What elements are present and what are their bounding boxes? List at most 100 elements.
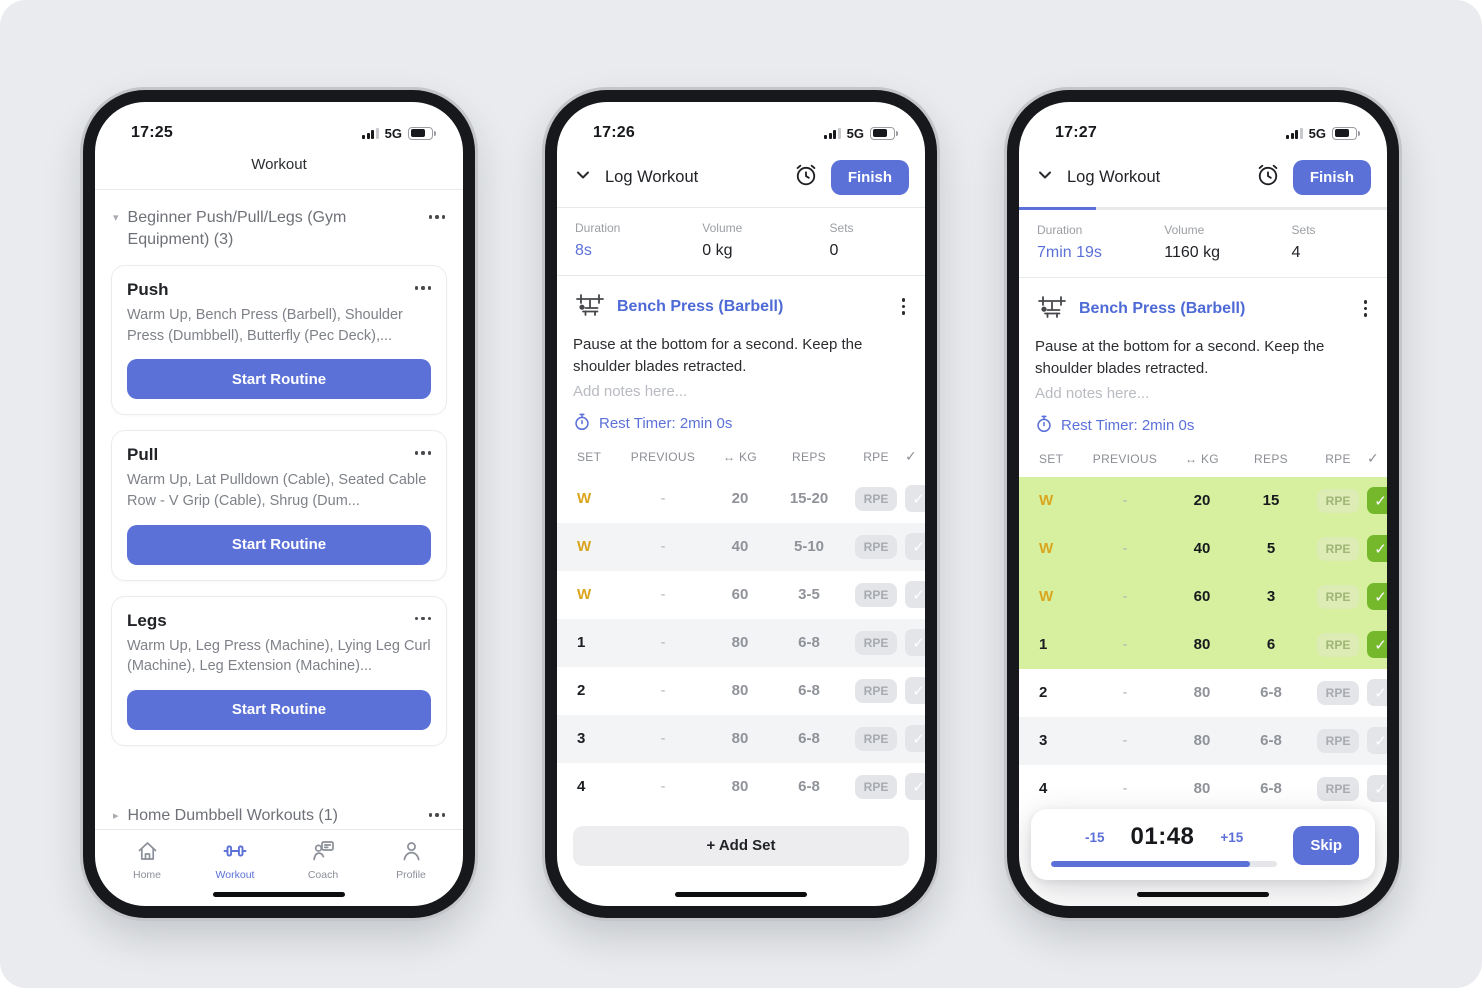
kg-field[interactable]: 40 [731, 538, 749, 555]
set-done-checkbox[interactable] [905, 773, 925, 800]
finish-button[interactable]: Finish [830, 160, 909, 195]
set-number[interactable]: W [577, 538, 592, 555]
chevron-right-icon[interactable]: ▸ [113, 810, 119, 823]
set-done-checkbox[interactable] [1367, 631, 1387, 658]
chevron-down-icon[interactable]: ▾ [113, 212, 119, 224]
reps-field[interactable]: 6-8 [1260, 732, 1282, 749]
kg-field[interactable]: 20 [731, 490, 749, 507]
start-routine-button[interactable]: Start Routine [127, 524, 431, 565]
set-done-checkbox[interactable] [905, 581, 925, 608]
set-number[interactable]: W [1039, 588, 1054, 605]
rpe-chip[interactable]: RPE [1316, 776, 1360, 801]
set-done-checkbox[interactable] [1367, 583, 1387, 610]
set-number[interactable]: 2 [577, 682, 586, 699]
set-number[interactable]: W [1039, 540, 1054, 557]
timer-plus-15-button[interactable]: +15 [1220, 829, 1244, 845]
home-indicator[interactable] [213, 892, 345, 897]
kg-field[interactable]: 80 [731, 778, 749, 795]
home-indicator[interactable] [675, 892, 807, 897]
set-done-checkbox[interactable] [1367, 487, 1387, 514]
rpe-chip[interactable]: RPE [854, 582, 898, 607]
kg-field[interactable]: 80 [1193, 780, 1211, 797]
set-number[interactable]: W [577, 586, 592, 603]
kebab-menu-icon[interactable] [898, 296, 910, 317]
reps-field[interactable]: 5 [1266, 540, 1276, 557]
tab-home[interactable]: Home [103, 839, 191, 881]
set-number[interactable]: 2 [1039, 684, 1048, 701]
kg-field[interactable]: 80 [731, 682, 749, 699]
set-done-checkbox[interactable] [905, 725, 925, 752]
more-icon[interactable] [414, 286, 431, 290]
chevron-down-icon[interactable] [573, 165, 593, 190]
set-done-checkbox[interactable] [905, 485, 925, 512]
reps-field[interactable]: 6 [1266, 636, 1276, 653]
reps-field[interactable]: 6-8 [1260, 684, 1282, 701]
tab-workout[interactable]: Workout [191, 839, 279, 881]
rest-timer-row[interactable]: Rest Timer: 2min 0s [1035, 415, 1371, 437]
set-done-checkbox[interactable] [1367, 535, 1387, 562]
routine-group-header[interactable]: ▾ Beginner Push/Pull/Legs (Gym Equipment… [111, 190, 447, 250]
finish-button[interactable]: Finish [1292, 160, 1371, 195]
skip-button[interactable]: Skip [1293, 825, 1359, 865]
kg-field[interactable]: 20 [1193, 492, 1211, 509]
reps-field[interactable]: 3 [1266, 588, 1276, 605]
kg-field[interactable]: 60 [731, 586, 749, 603]
rpe-chip[interactable]: RPE [854, 630, 898, 655]
more-icon[interactable] [414, 616, 431, 620]
reps-field[interactable]: 6-8 [798, 778, 820, 795]
set-done-checkbox[interactable] [1367, 679, 1387, 706]
timer-minus-15-button[interactable]: -15 [1085, 829, 1105, 845]
start-routine-button[interactable]: Start Routine [127, 359, 431, 400]
set-done-checkbox[interactable] [1367, 727, 1387, 754]
rpe-chip[interactable]: RPE [854, 486, 898, 511]
reps-field[interactable]: 3-5 [798, 586, 820, 603]
set-number[interactable]: 4 [577, 778, 586, 795]
rpe-chip[interactable]: RPE [1316, 584, 1360, 609]
reps-field[interactable]: 6-8 [798, 682, 820, 699]
timer-clock-icon[interactable] [1255, 162, 1281, 193]
set-done-checkbox[interactable] [905, 533, 925, 560]
set-done-checkbox[interactable] [905, 629, 925, 656]
set-done-checkbox[interactable] [1367, 775, 1387, 802]
kg-field[interactable]: 60 [1193, 588, 1211, 605]
exercise-name-link[interactable]: Bench Press (Barbell) [1079, 299, 1246, 317]
rpe-chip[interactable]: RPE [1316, 488, 1360, 513]
rest-timer-row[interactable]: Rest Timer: 2min 0s [573, 413, 909, 435]
more-icon[interactable] [428, 813, 445, 817]
tab-profile[interactable]: Profile [367, 839, 455, 881]
reps-field[interactable]: 6-8 [798, 730, 820, 747]
home-indicator[interactable] [1137, 892, 1269, 897]
notes-input[interactable]: Add notes here... [1035, 384, 1150, 402]
rpe-chip[interactable]: RPE [854, 678, 898, 703]
set-done-checkbox[interactable] [905, 677, 925, 704]
collapsed-group-header[interactable]: ▸ Home Dumbbell Workouts (1) [111, 788, 447, 829]
kg-field[interactable]: 40 [1193, 540, 1211, 557]
reps-field[interactable]: 5-10 [793, 538, 825, 555]
more-icon[interactable] [428, 215, 445, 219]
reps-field[interactable]: 6-8 [1260, 780, 1282, 797]
chevron-down-icon[interactable] [1035, 165, 1055, 190]
rpe-chip[interactable]: RPE [854, 774, 898, 799]
kg-field[interactable]: 80 [731, 634, 749, 651]
rpe-chip[interactable]: RPE [1316, 536, 1360, 561]
start-routine-button[interactable]: Start Routine [127, 689, 431, 730]
more-icon[interactable] [414, 451, 431, 455]
rpe-chip[interactable]: RPE [854, 534, 898, 559]
set-number[interactable]: W [1039, 492, 1054, 509]
set-number[interactable]: 4 [1039, 780, 1048, 797]
reps-field[interactable]: 15-20 [789, 490, 829, 507]
kg-field[interactable]: 80 [1193, 636, 1211, 653]
rpe-chip[interactable]: RPE [1316, 632, 1360, 657]
reps-field[interactable]: 15 [1262, 492, 1280, 509]
set-number[interactable]: W [577, 490, 592, 507]
rpe-chip[interactable]: RPE [1316, 680, 1360, 705]
notes-input[interactable]: Add notes here... [573, 382, 688, 400]
exercise-thumbnail-icon[interactable] [573, 291, 607, 322]
kebab-menu-icon[interactable] [1360, 298, 1372, 319]
add-set-button[interactable]: + Add Set [573, 825, 909, 866]
tab-coach[interactable]: Coach [279, 839, 367, 881]
reps-field[interactable]: 6-8 [798, 634, 820, 651]
exercise-thumbnail-icon[interactable] [1035, 293, 1069, 324]
set-number[interactable]: 1 [577, 634, 586, 651]
set-number[interactable]: 3 [577, 730, 586, 747]
